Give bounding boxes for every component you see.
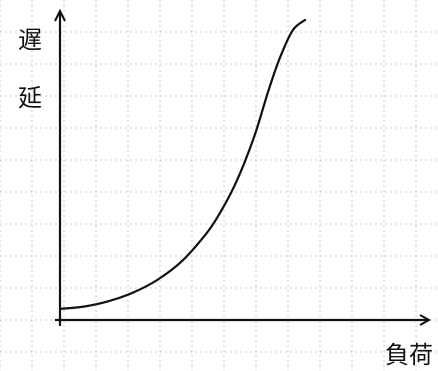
latency-curve (58, 18, 307, 310)
y-axis-arrow (54, 8, 66, 22)
y-axis-label: 延 (18, 84, 42, 112)
y-axis-label: 遅 (18, 26, 42, 54)
x-axis-arrow (419, 314, 432, 326)
x-axis-label: 負荷 (385, 341, 433, 369)
